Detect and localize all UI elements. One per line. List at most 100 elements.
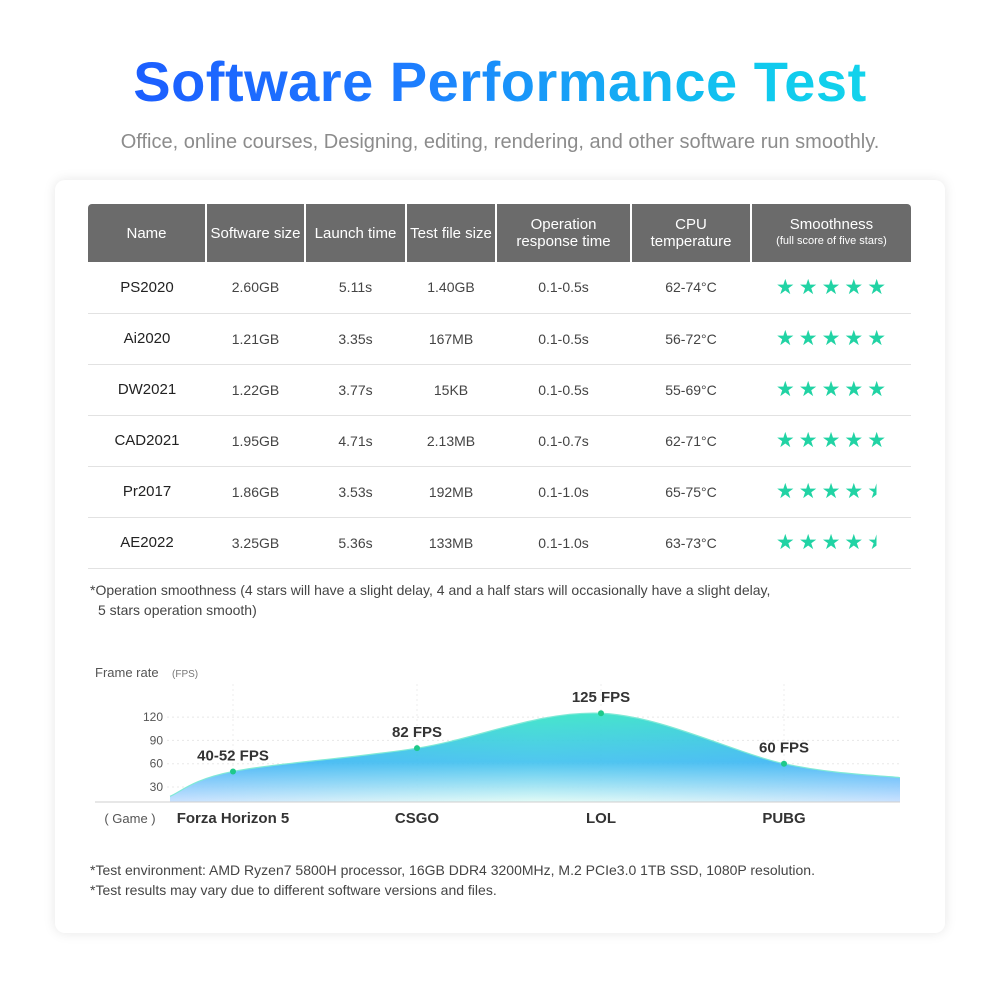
star-icon: ★ — [798, 275, 818, 299]
cell-smoothness: ★ ★ ★ ★ ★ — [751, 415, 911, 467]
test-notes: *Test environment: AMD Ryzen7 5800H proc… — [90, 860, 815, 900]
column-header: Smoothness (full score of five stars) — [751, 204, 911, 262]
chart-point — [414, 745, 420, 752]
column-header-label: Launch time — [314, 224, 397, 242]
cell-file: 192MB — [406, 466, 496, 518]
table-row: CAD2021 1.95GB 4.71s 2.13MB 0.1-0.7s 62-71°C ★… — [88, 415, 911, 467]
star-icon: ★ — [821, 480, 841, 503]
star-icon: ★ — [775, 327, 795, 350]
star-rating: ★ ★ ★ ★ ★ — [776, 481, 886, 502]
star-icon: ★ — [775, 429, 795, 452]
star-icon: ★ — [867, 275, 887, 299]
star-icon: ★ — [867, 327, 887, 350]
cell-response: 0.1-0.5s — [496, 364, 631, 416]
chart-point — [781, 760, 787, 767]
star-icon: ★ — [798, 480, 818, 503]
cell-temp: 55-69°C — [631, 364, 751, 416]
cell-name: PS2020 — [88, 262, 206, 314]
frame-rate-chart: Frame rate (FPS) 30 60 90 120 40-52 FPS Forza H… — [95, 665, 901, 827]
star-icon: ★ — [844, 480, 864, 503]
chart-y-tick-label: 120 — [143, 710, 163, 724]
cell-name: AE2022 — [88, 517, 206, 569]
star-rating: ★ ★ ★ ★ ★ — [776, 277, 886, 298]
cell-launch: 5.11s — [305, 262, 406, 314]
cell-launch: 3.53s — [305, 466, 406, 518]
column-header-label: Test file size — [410, 224, 492, 242]
column-header: Software size — [206, 204, 306, 262]
table-row: DW2021 1.22GB 3.77s 15KB 0.1-0.5s 55-69°C ★ ★ ★ ★… — [88, 364, 911, 416]
cell-size: 1.95GB — [206, 415, 305, 467]
performance-table: Name Software size Launch time Test file si… — [88, 204, 911, 569]
cell-temp: 63-73°C — [631, 517, 751, 569]
column-header: CPU temperature — [631, 204, 752, 262]
chart-data-label: 82 FPS — [392, 724, 442, 741]
star-icon: ★ — [798, 327, 818, 350]
column-header: Operation response time — [496, 204, 632, 262]
cell-smoothness: ★ ★ ★ ★ ★ — [751, 313, 911, 365]
cell-name: CAD2021 — [88, 415, 206, 467]
chart-x-tick-label: CSGO — [395, 810, 440, 827]
table-row: AE2022 3.25GB 5.36s 133MB 0.1-1.0s 63-73°C ★ ★ ★… — [88, 517, 911, 569]
test-environment-note: *Test environment: AMD Ryzen7 5800H proc… — [90, 862, 815, 878]
column-header-label: CPU temperature — [650, 216, 732, 250]
chart-y-axis-unit: (FPS) — [172, 669, 198, 680]
cell-launch: 3.35s — [305, 313, 406, 365]
star-icon: ★ — [867, 378, 887, 401]
column-header-label: Smoothness — [789, 216, 874, 233]
table-row: Ai2020 1.21GB 3.35s 167MB 0.1-0.5s 56-72°C ★ ★ ★… — [88, 313, 911, 365]
column-header-label: Operation response time — [516, 216, 611, 250]
cell-launch: 5.36s — [305, 517, 406, 569]
chart-y-tick-label: 30 — [150, 780, 164, 794]
chart-x-tick-label: PUBG — [762, 810, 805, 827]
cell-size: 3.25GB — [206, 517, 305, 569]
column-header-label: Software size — [210, 224, 301, 242]
cell-launch: 3.77s — [305, 364, 406, 416]
page-title: Software Performance Test — [0, 48, 1000, 116]
star-icon: ★ — [775, 378, 795, 401]
star-icon: ★ — [821, 378, 841, 401]
star-rating: ★ ★ ★ ★ ★ — [776, 532, 886, 553]
cell-response: 0.1-0.5s — [496, 262, 631, 314]
chart-x-tick-label: LOL — [586, 810, 616, 827]
star-icon: ★ — [821, 429, 841, 452]
cell-smoothness: ★ ★ ★ ★ ★ — [751, 517, 911, 569]
star-icon: ★ — [821, 531, 841, 554]
star-icon: ★ — [798, 378, 818, 401]
cell-smoothness: ★ ★ ★ ★ ★ — [751, 466, 911, 518]
cell-size: 2.60GB — [206, 262, 305, 314]
table-row: Pr2017 1.86GB 3.53s 192MB 0.1-1.0s 65-75°C ★ ★ ★… — [88, 466, 911, 518]
chart-data-label: 40-52 FPS — [197, 747, 269, 764]
chart-point — [598, 710, 604, 717]
chart-x-tick-label: Forza Horizon 5 — [177, 810, 290, 827]
star-icon: ★ — [844, 429, 864, 452]
star-icon: ★ — [821, 275, 841, 299]
cell-temp: 56-72°C — [631, 313, 751, 365]
cell-file: 133MB — [406, 517, 496, 569]
star-icon: ★ — [844, 275, 864, 299]
cell-file: 167MB — [406, 313, 496, 365]
cell-launch: 4.71s — [305, 415, 406, 467]
half-star-icon: ★ — [867, 531, 887, 554]
chart-data-label: 60 FPS — [759, 740, 809, 757]
cell-size: 1.86GB — [206, 466, 305, 518]
star-icon: ★ — [798, 429, 818, 452]
smoothness-note: *Operation smoothness (4 stars will have… — [90, 580, 850, 620]
cell-smoothness: ★ ★ ★ ★ ★ — [751, 364, 911, 416]
star-rating: ★ ★ ★ ★ ★ — [776, 430, 886, 451]
chart-point — [230, 768, 236, 775]
chart-x-axis-label: ( Game ) — [104, 811, 155, 826]
cell-response: 0.1-1.0s — [496, 517, 631, 569]
star-icon: ★ — [844, 531, 864, 554]
star-rating: ★ ★ ★ ★ ★ — [776, 328, 886, 349]
star-icon: ★ — [844, 327, 864, 350]
smoothness-note-line1: *Operation smoothness (4 stars will have… — [90, 582, 771, 598]
star-icon: ★ — [821, 327, 841, 350]
chart-y-tick-label: 90 — [150, 733, 164, 747]
cell-response: 0.1-0.5s — [496, 313, 631, 365]
table-row: PS2020 2.60GB 5.11s 1.40GB 0.1-0.5s 62-74°C ★ ★… — [88, 262, 911, 314]
star-icon: ★ — [844, 378, 864, 401]
chart-y-axis-label: Frame rate — [95, 665, 159, 680]
cell-temp: 62-74°C — [631, 262, 751, 314]
table-body: PS2020 2.60GB 5.11s 1.40GB 0.1-0.5s 62-74°C ★ ★… — [88, 262, 911, 569]
chart-y-tick-label: 60 — [150, 757, 164, 771]
